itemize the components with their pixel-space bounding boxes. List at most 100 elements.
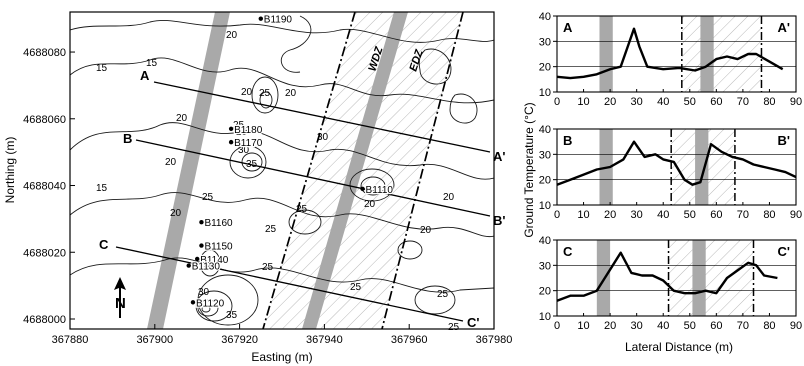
contour-map: 15 15 20 20 20 20 25 20 25 30 35 15 20 2… [3,11,513,364]
y-tick-label: 40 [539,11,551,23]
contour-label: 20 [443,192,455,203]
map-y-tick-label: 4688020 [23,247,66,259]
map-x-tick-label: 367980 [476,334,513,346]
y-tick-label: 10 [539,311,551,323]
gray-band [695,129,709,205]
borehole-label: B1180 [234,125,263,136]
contour-label: 25 [202,192,214,203]
map-y-tick-label: 4688060 [23,114,66,126]
y-tick-label: 40 [539,124,551,136]
profile-label-b-start: B [123,131,132,146]
map-y-axis-title: Northing (m) [3,137,17,204]
profile-label-a-start: A [140,68,150,83]
contour-label: 25 [265,224,277,235]
x-tick-label: 20 [604,320,616,332]
x-tick-label: 40 [657,96,669,108]
profile-start-label: C [563,244,573,259]
contour-label: 20 [285,88,297,99]
borehole-label: B1110 [366,185,394,196]
x-tick-label: 80 [763,320,775,332]
map-y-tick-label: 4688080 [23,47,66,59]
x-tick-label: 60 [710,209,722,221]
profile-line-a [153,81,491,153]
y-tick-label: 30 [539,260,551,272]
x-tick-label: 80 [763,96,775,108]
x-tick-label: 30 [631,320,643,332]
contour-label: 15 [146,58,158,69]
y-tick-label: 30 [539,36,551,48]
gray-band [599,16,613,92]
profile-label-b-end: B' [493,213,505,228]
contour-label: 25 [259,88,271,99]
profile-label-c-start: C [99,237,109,252]
y-tick-label: 20 [539,175,551,187]
borehole-marker [228,126,234,131]
gray-bands [147,12,408,329]
profile-end-label: C' [778,244,790,259]
x-tick-label: 80 [763,209,775,221]
x-tick-label: 70 [737,320,749,332]
y-tick-label: 20 [539,62,551,74]
contour-label: 15 [96,183,108,194]
map-y-tick-label: 4688040 [23,181,66,193]
x-tick-label: 90 [790,209,802,221]
borehole-label: B1190 [264,15,293,26]
x-tick-label: 70 [737,209,749,221]
edz-boundary [381,12,464,329]
x-tick-label: 50 [684,209,696,221]
borehole-marker [258,16,263,21]
map-y-tick-label: 4688000 [23,314,66,326]
map-x-tick-label: 367920 [221,334,258,346]
profile-label-c-end: C' [467,315,479,330]
x-tick-label: 20 [604,209,616,221]
x-tick-label: 40 [657,209,669,221]
contour-label: 20 [165,157,177,168]
profile-start-label: A [563,20,573,35]
map-y-axis: 4688000 4688020 4688040 4688060 4688080 [23,47,75,326]
map-frame [69,11,495,330]
borehole-marker [186,263,191,268]
x-tick-label: 60 [710,96,722,108]
profile-start-label: B [563,133,572,148]
zone-boundaries [262,12,464,329]
x-tick-label: 10 [577,320,589,332]
borehole-marker [360,186,365,192]
profiles-x-axis-title: Lateral Distance (m) [625,340,733,354]
x-tick-label: 40 [657,320,669,332]
y-tick-label: 30 [539,149,551,161]
borehole-marker [228,139,234,145]
map-x-tick-label: 367940 [306,334,343,346]
gray-band [700,16,714,92]
temperature-line [556,27,784,80]
x-tick-label: 90 [790,320,802,332]
borehole-marker [199,243,204,248]
x-tick-label: 90 [790,96,802,108]
contour-label: 20 [241,87,253,98]
x-tick-label: 0 [554,96,560,108]
profile-label-a-end: A' [493,149,505,164]
y-tick-label: 10 [539,200,551,212]
map-x-tick-label: 367880 [52,334,89,346]
contour-label: 25 [448,322,460,333]
profile-end-label: B' [778,133,790,148]
contour-label: 25 [437,289,449,300]
north-arrow: N [114,277,126,318]
x-tick-label: 20 [604,96,616,108]
profile-line-b [135,139,491,217]
profile-labels: A A' B B' C C' [99,68,505,330]
map-x-tick-label: 367900 [136,334,173,346]
profile-lines [115,81,491,322]
borehole-marker [190,300,196,305]
contour-label: 30 [198,287,210,298]
map-x-axis: 367880 367900 367920 367940 367960 367980 [52,324,513,346]
x-tick-label: 50 [684,96,696,108]
profile-end-label: A' [778,20,790,35]
y-tick-label: 20 [539,286,551,298]
panel-frame [556,128,797,206]
hatched-zone [668,240,754,316]
